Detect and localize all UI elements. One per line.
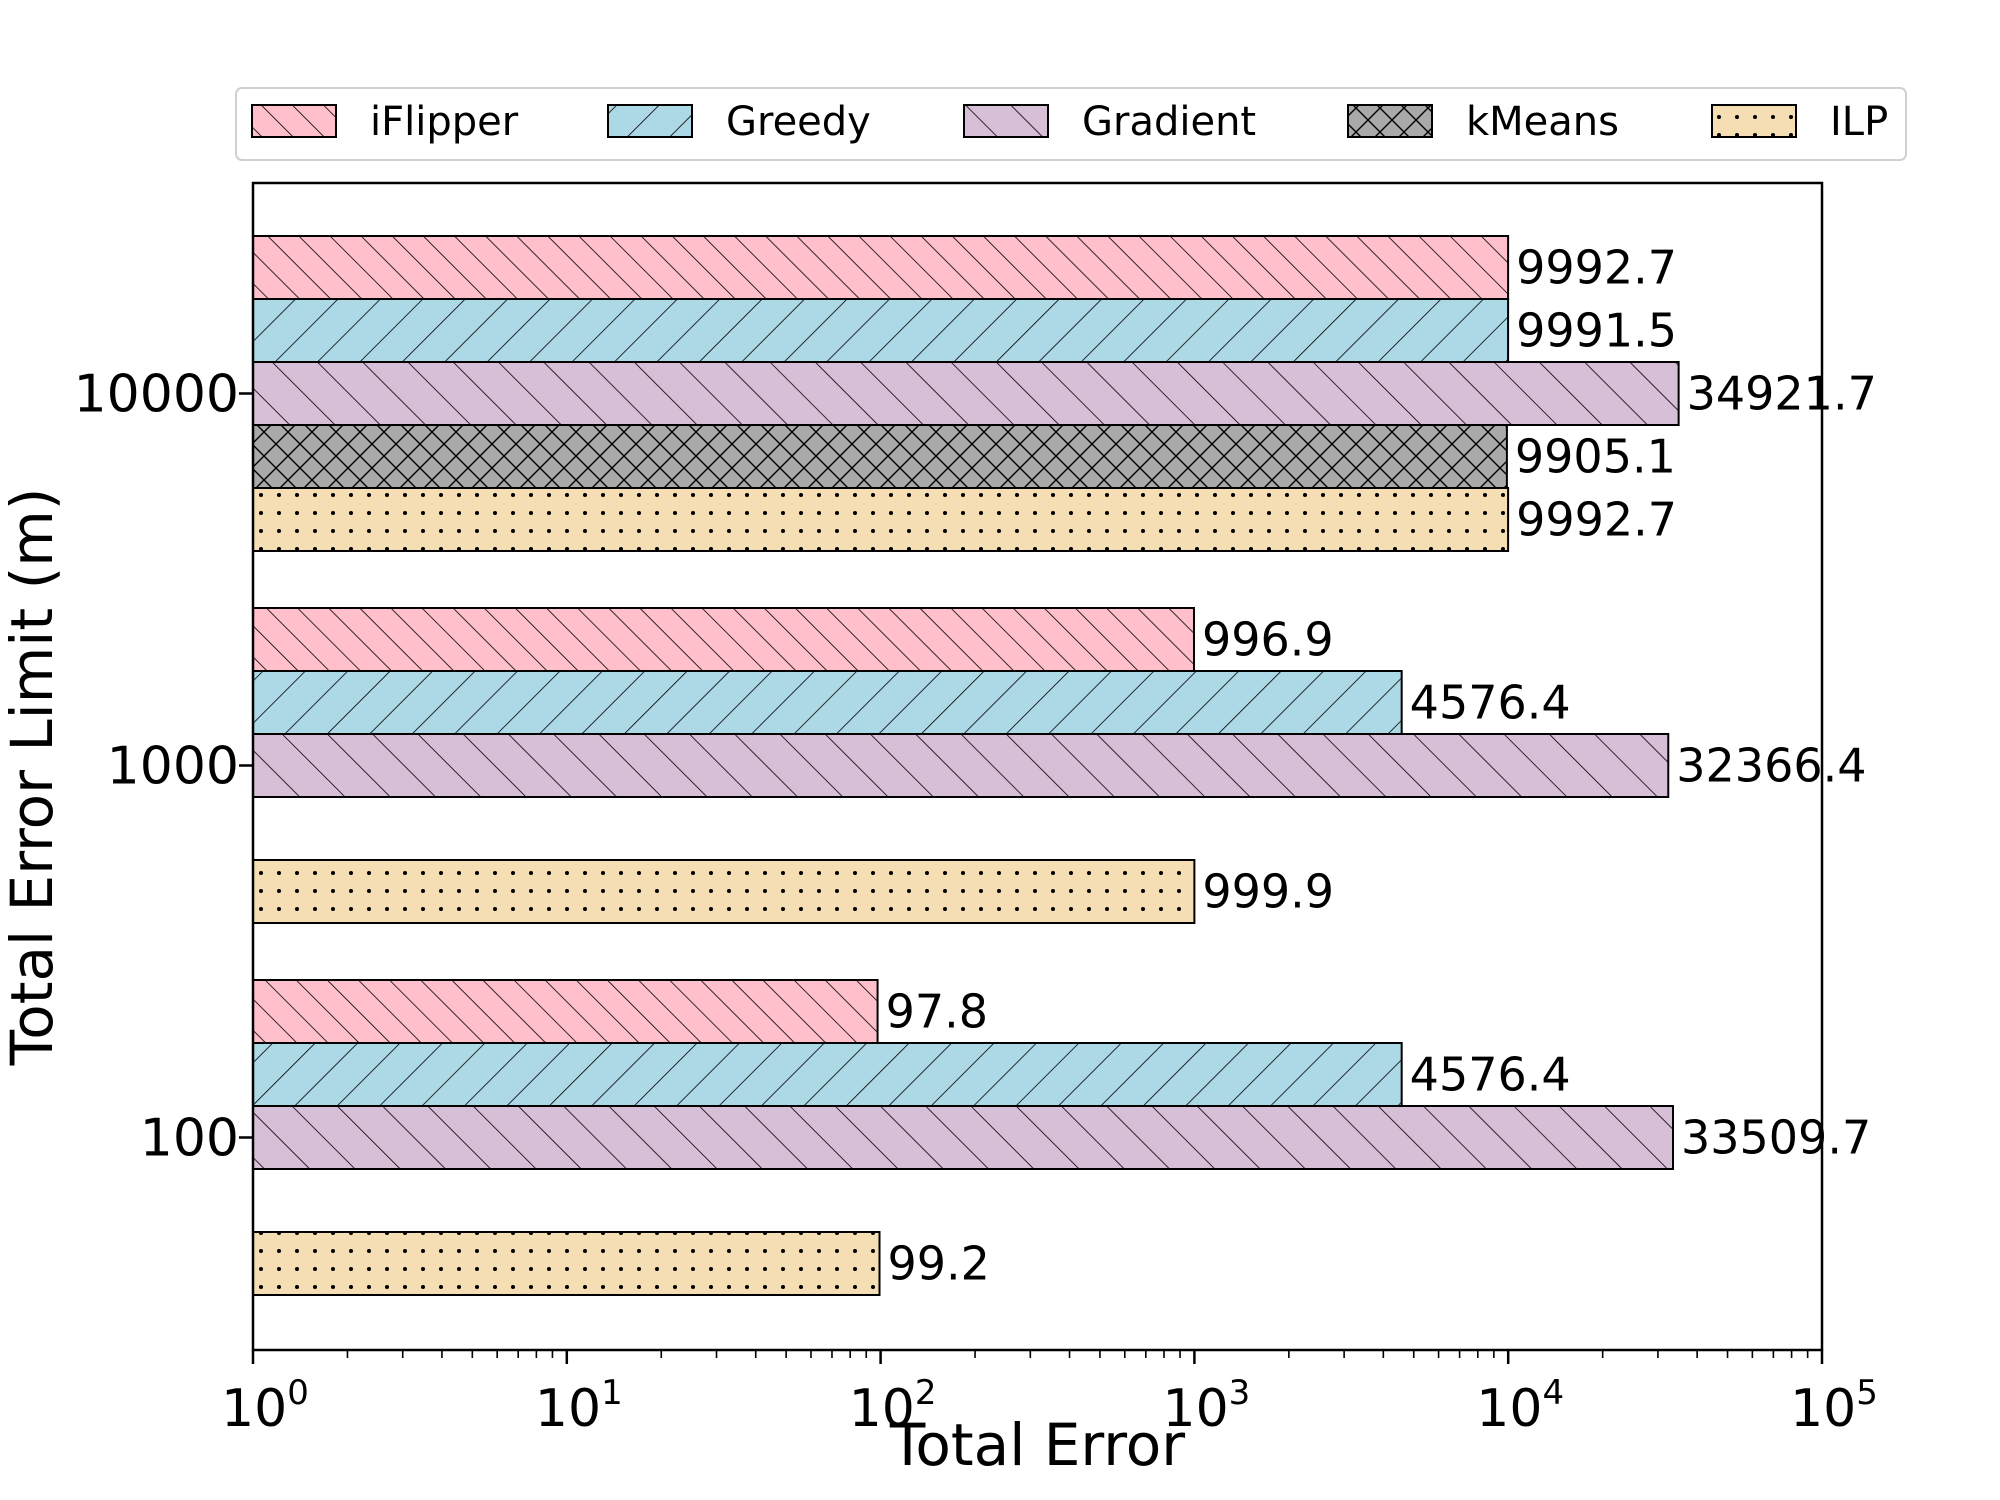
bar-hatch-greedy-100: [252, 1042, 1403, 1107]
x-tick-label: 104: [1476, 1373, 1564, 1439]
y-axis-title: Total Error Limit (m): [0, 488, 66, 1067]
bar-label-iflipper-100: 97.8: [886, 985, 988, 1039]
bar-hatch-ilp-10000: [252, 487, 1510, 552]
bar-hatch-kmeans-10000: [252, 424, 1508, 489]
x-tick-label: 100: [221, 1373, 309, 1439]
bar-label-kmeans-10000: 9905.1: [1515, 430, 1676, 484]
legend-swatch-hatch-greedy: [607, 104, 693, 138]
y-tick-label-1000: 1000: [107, 737, 239, 797]
bar-label-iflipper-10000: 9992.7: [1516, 241, 1677, 295]
bar-label-gradient-1000: 32366.4: [1676, 739, 1866, 793]
bar-hatch-gradient-10000: [252, 361, 1680, 426]
legend-item-greedy: Greedy: [607, 99, 871, 145]
legend-label-iflipper: iFlipper: [370, 99, 519, 145]
legend-item-ilp: ILP: [1711, 99, 1888, 145]
bar-hatch-greedy-1000: [252, 670, 1403, 735]
x-axis: 100 101 102 103 104 105: [221, 1350, 1878, 1439]
bar-hatch-iflipper-100: [252, 979, 879, 1044]
y-axis: 10000 1000 100: [74, 365, 253, 1169]
legend-swatch-hatch-gradient: [963, 104, 1049, 138]
bar-hatch-ilp-100: [252, 1231, 881, 1296]
y-tick-label-100: 100: [140, 1109, 239, 1169]
bar-label-iflipper-1000: 996.9: [1202, 613, 1334, 667]
x-tick-label: 101: [535, 1373, 623, 1439]
bar-hatch-gradient-1000: [252, 733, 1670, 798]
x-tick-label: 103: [1162, 1373, 1250, 1439]
legend-label-gradient: Gradient: [1082, 99, 1256, 145]
legend: iFlipper Greedy Gradient kMeans ILP: [235, 87, 1907, 161]
y-tick-label-10000: 10000: [74, 365, 239, 425]
legend-label-kmeans: kMeans: [1466, 99, 1619, 145]
legend-item-gradient: Gradient: [963, 99, 1256, 145]
legend-swatch-hatch-kmeans: [1347, 104, 1433, 138]
bar-hatch-iflipper-10000: [252, 235, 1510, 300]
x-tick-label: 105: [1790, 1373, 1878, 1439]
bar-hatch-gradient-100: [252, 1105, 1674, 1170]
bar-label-gradient-10000: 34921.7: [1687, 367, 1877, 421]
bar-label-greedy-1000: 4576.4: [1410, 676, 1571, 730]
legend-swatch-hatch-ilp: [1711, 104, 1797, 138]
legend-label-ilp: ILP: [1830, 99, 1888, 145]
legend-item-kmeans: kMeans: [1347, 99, 1619, 145]
bars-group: [252, 235, 1680, 1296]
bar-hatch-greedy-10000: [252, 298, 1510, 363]
bar-hatch-ilp-1000: [252, 859, 1196, 924]
bar-label-greedy-100: 4576.4: [1410, 1048, 1571, 1102]
x-axis-title: Total Error: [889, 1411, 1185, 1479]
bar-hatch-iflipper-1000: [252, 607, 1195, 672]
bar-label-gradient-100: 33509.7: [1681, 1111, 1871, 1165]
plot-frame: [251, 181, 1824, 1352]
bar-label-greedy-10000: 9991.5: [1516, 304, 1677, 358]
bar-label-ilp-10000: 9992.7: [1516, 493, 1677, 547]
legend-label-greedy: Greedy: [726, 99, 871, 145]
legend-swatch-hatch-iflipper: [251, 104, 337, 138]
bar-label-ilp-1000: 999.9: [1202, 865, 1334, 919]
legend-item-iflipper: iFlipper: [251, 99, 519, 145]
bar-label-ilp-100: 99.2: [888, 1237, 990, 1291]
x-tick-label: 102: [849, 1373, 937, 1439]
